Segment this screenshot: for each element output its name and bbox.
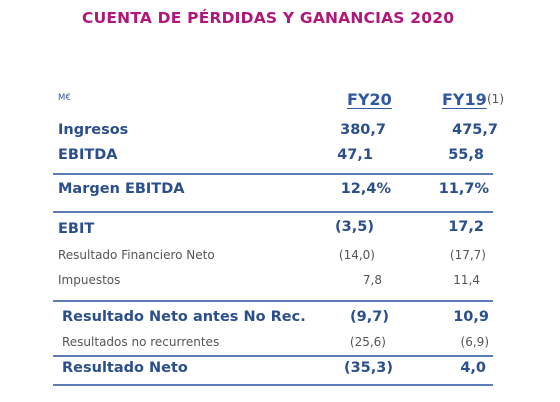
column-footnote-marker: (1) [487,92,504,106]
row-label-ebit: EBIT [58,221,95,237]
value-fy19-ebitda: 55,8 [448,147,484,163]
value-fy20-impuestos: 7,8 [362,273,382,287]
page-title: CUENTA DE PÉRDIDAS Y GANANCIAS 2020 [82,9,455,27]
divider-line [53,355,493,357]
value-fy20-ebit: (3,5) [335,219,374,235]
row-label-impuestos: Impuestos [58,273,121,287]
row-label-margen-ebitda: Margen EBITDA [58,181,185,197]
column-header-fy20: FY20 [347,90,392,109]
value-fy20-resultado-neto-antes-no-rec: (9,7) [350,309,389,325]
value-fy19-margen-ebitda: 11,7% [438,181,489,197]
value-fy20-ingresos: 380,7 [340,122,386,138]
column-header-fy19: FY19 [442,90,487,109]
value-fy20-ebitda: 47,1 [337,147,373,163]
unit-label: M€ [58,93,71,103]
value-fy19-ebit: 17,2 [448,219,484,235]
value-fy19-resultado-neto-antes-no-rec: 10,9 [453,309,489,325]
divider-line [53,211,493,213]
row-label-ingresos: Ingresos [58,122,129,138]
value-fy19-resultado-neto: 4,0 [460,360,486,376]
row-label-resultado-neto-antes-no-rec: Resultado Neto antes No Rec. [62,309,306,325]
divider-line [53,300,493,302]
value-fy19-resultado-financiero-neto: (17,7) [449,248,486,262]
row-label-ebitda: EBITDA [58,147,118,163]
value-fy20-resultado-neto: (35,3) [343,360,393,376]
row-label-resultado-neto: Resultado Neto [62,360,188,376]
divider-line [53,384,493,386]
value-fy20-margen-ebitda: 12,4% [340,181,391,197]
value-fy19-ingresos: 475,7 [452,122,498,138]
row-label-resultados-no-recurrentes: Resultados no recurrentes [62,335,220,349]
row-label-resultado-financiero-neto: Resultado Financiero Neto [58,248,215,262]
value-fy19-resultados-no-recurrentes: (6,9) [460,335,489,349]
value-fy20-resultado-financiero-neto: (14,0) [338,248,375,262]
value-fy20-resultados-no-recurrentes: (25,6) [349,335,386,349]
divider-line [53,173,493,175]
value-fy19-impuestos: 11,4 [453,273,480,287]
